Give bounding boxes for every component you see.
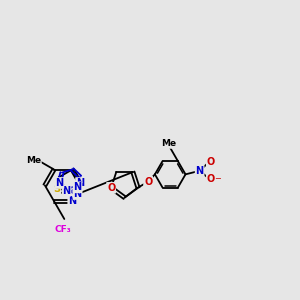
Text: N: N <box>56 178 64 188</box>
Text: N: N <box>74 182 82 192</box>
Text: O: O <box>107 183 115 193</box>
Text: O: O <box>207 157 215 167</box>
Text: N: N <box>74 189 82 199</box>
Text: S: S <box>53 184 60 194</box>
Text: O: O <box>207 174 215 184</box>
Text: Me: Me <box>161 139 176 148</box>
Text: Me: Me <box>26 156 41 165</box>
Text: −: − <box>214 174 221 183</box>
Text: N: N <box>76 178 84 188</box>
Text: O: O <box>144 177 152 187</box>
Text: N: N <box>62 186 70 196</box>
Text: CF₃: CF₃ <box>55 225 71 234</box>
Text: N: N <box>196 166 204 176</box>
Text: N: N <box>68 196 76 206</box>
